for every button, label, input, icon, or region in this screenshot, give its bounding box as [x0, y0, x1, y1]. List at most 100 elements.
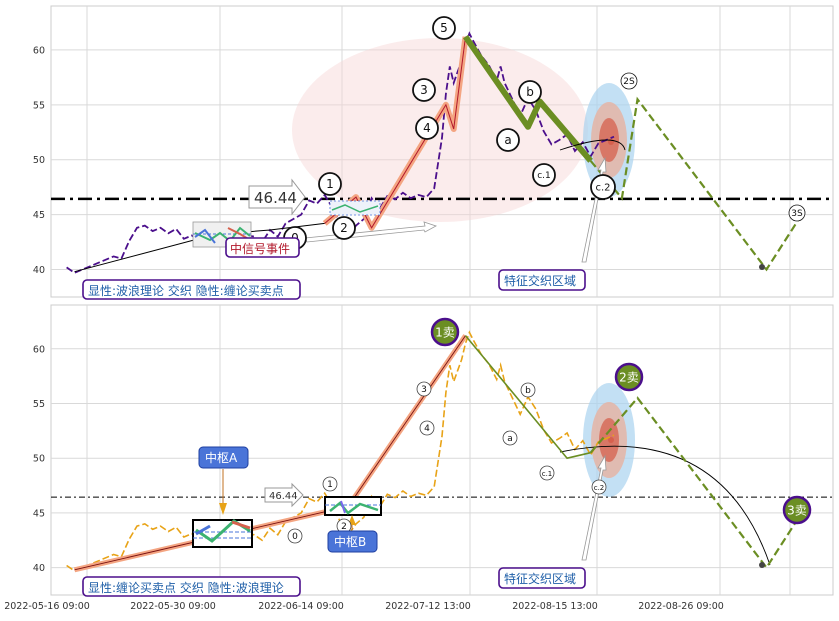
zhongshu-b-box: [324, 496, 382, 516]
svg-text:a: a: [507, 434, 513, 444]
zhongshu-a-box: [192, 519, 253, 548]
top-plot-area: [50, 5, 834, 298]
top-wave-label: 3S: [788, 204, 806, 222]
y-tick-label: 45: [33, 508, 45, 519]
svg-text:4: 4: [423, 121, 431, 135]
bottom-feature-zone: [583, 383, 635, 497]
svg-text:c.1: c.1: [537, 171, 551, 181]
top-zhongshu-box-2: [329, 200, 381, 216]
y-tick-label: 40: [33, 563, 45, 574]
svg-text:1: 1: [327, 480, 333, 490]
bottom-small-label: a: [502, 430, 518, 446]
top-legend-box: 显性:波浪理论 交织 隐性:缠论买卖点: [82, 279, 301, 300]
top-y-tick-labels: 40 45 50 55 60: [33, 45, 45, 276]
svg-text:2: 2: [340, 221, 348, 235]
top-highlight-ellipse: [292, 38, 588, 222]
svg-text:3卖: 3卖: [787, 504, 807, 518]
bottom-price-label: 46.44: [264, 482, 304, 508]
top-wave-label: 2S: [620, 72, 638, 90]
svg-text:3: 3: [420, 83, 428, 97]
x-tick-label: 2022-05-16 09:00: [4, 601, 90, 612]
zhongshu-b-label-text: 中枢B: [334, 534, 366, 549]
bottom-small-label: 3: [416, 381, 432, 397]
top-wave-label: 3: [412, 78, 436, 102]
top-event-text: 中信号事件: [230, 241, 290, 256]
top-wave-label: 1: [318, 172, 342, 196]
bottom-small-label: c.1: [539, 465, 555, 481]
bottom-legend-box: 显性:缠论买卖点 交织 隐性:波浪理论: [82, 576, 301, 597]
x-tick-label: 2022-07-12 13:00: [385, 601, 471, 612]
zhongshu-a-label: 中枢A: [198, 446, 249, 469]
svg-text:c.1: c.1: [542, 470, 553, 478]
top-projected-low-point: [759, 264, 765, 270]
bottom-zone-label-box: 特征交织区域: [498, 567, 586, 589]
zhongshu-a-label-text: 中枢A: [205, 450, 238, 465]
top-wave-label: c.1: [532, 163, 556, 187]
top-correction-wave: [463, 34, 593, 163]
svg-text:3: 3: [421, 385, 427, 395]
y-tick-label: 50: [33, 454, 45, 465]
bottom-small-label: c.2: [591, 479, 607, 495]
top-wave-label: 5: [432, 16, 456, 40]
top-zone-label-text: 特征交织区域: [504, 273, 576, 288]
top-legend-text: 显性:波浪理论 交织 隐性:缠论买卖点: [88, 283, 284, 298]
top-event-box: 中信号事件: [225, 237, 300, 258]
svg-text:1卖: 1卖: [435, 326, 455, 340]
bottom-projected-low-point: [759, 562, 765, 568]
svg-text:c.2: c.2: [594, 484, 605, 492]
y-tick-label: 50: [33, 155, 45, 166]
svg-text:c.2: c.2: [595, 183, 610, 194]
top-zone-label-box: 特征交织区域: [498, 269, 586, 291]
svg-text:2S: 2S: [623, 77, 635, 87]
bottom-correction-wave: [464, 335, 591, 460]
bottom-small-label: 4: [419, 420, 435, 436]
x-tick-label: 2022-08-26 09:00: [638, 601, 724, 612]
zhongshu-b-label: 中枢B: [327, 530, 378, 553]
bottom-small-label: b: [520, 382, 536, 398]
svg-text:5: 5: [440, 21, 448, 35]
x-tick-label: 2022-08-15 13:00: [512, 601, 598, 612]
y-tick-label: 60: [33, 45, 45, 56]
bottom-price-label-text: 46.44: [269, 491, 298, 502]
svg-text:2卖: 2卖: [619, 371, 639, 385]
sell-point-marker: 3卖: [782, 495, 812, 525]
top-wave-label: a: [496, 128, 520, 152]
sell-point-marker: 1卖: [430, 317, 460, 347]
top-wave-label: b: [518, 80, 542, 104]
bottom-small-labels: 1 2 3 4 0 a b c.1 c.2: [287, 381, 607, 544]
x-tick-label: 2022-05-30 09:00: [130, 601, 216, 612]
top-arc-curve: [559, 139, 626, 151]
bottom-legend-text: 显性:缠论买卖点 交织 隐性:波浪理论: [88, 580, 284, 595]
sell-point-marker: 2卖: [614, 362, 644, 392]
top-wave-label: 4: [415, 116, 439, 140]
bottom-x-tick-labels: 2022-05-16 09:00 2022-05-30 09:00 2022-06-…: [4, 601, 724, 612]
bottom-zone-label-text: 特征交织区域: [504, 571, 576, 586]
top-wave-label: 2: [332, 216, 356, 240]
svg-text:a: a: [504, 133, 511, 147]
bottom-small-label: 1: [322, 476, 338, 492]
y-tick-label: 40: [33, 265, 45, 276]
y-tick-label: 45: [33, 210, 45, 221]
y-tick-label: 55: [33, 100, 45, 111]
top-price-label: 46.44: [248, 178, 306, 216]
bottom-arc-curve: [559, 445, 771, 566]
svg-text:b: b: [525, 386, 531, 396]
top-price-label-text: 46.44: [254, 189, 297, 207]
svg-text:0: 0: [292, 532, 298, 542]
y-tick-label: 60: [33, 344, 45, 355]
svg-text:2: 2: [341, 522, 347, 532]
zhongshu-a-arrowhead: [219, 503, 227, 515]
svg-text:3S: 3S: [791, 209, 803, 219]
bottom-sell-points: 1卖 2卖 3卖: [430, 317, 812, 525]
y-tick-label: 55: [33, 399, 45, 410]
svg-text:1: 1: [326, 177, 334, 191]
top-wave-label: c.2: [590, 174, 616, 200]
top-projected-wave: [589, 96, 803, 272]
x-tick-label: 2022-06-14 09:00: [258, 601, 344, 612]
bottom-small-label: 0: [287, 528, 303, 544]
